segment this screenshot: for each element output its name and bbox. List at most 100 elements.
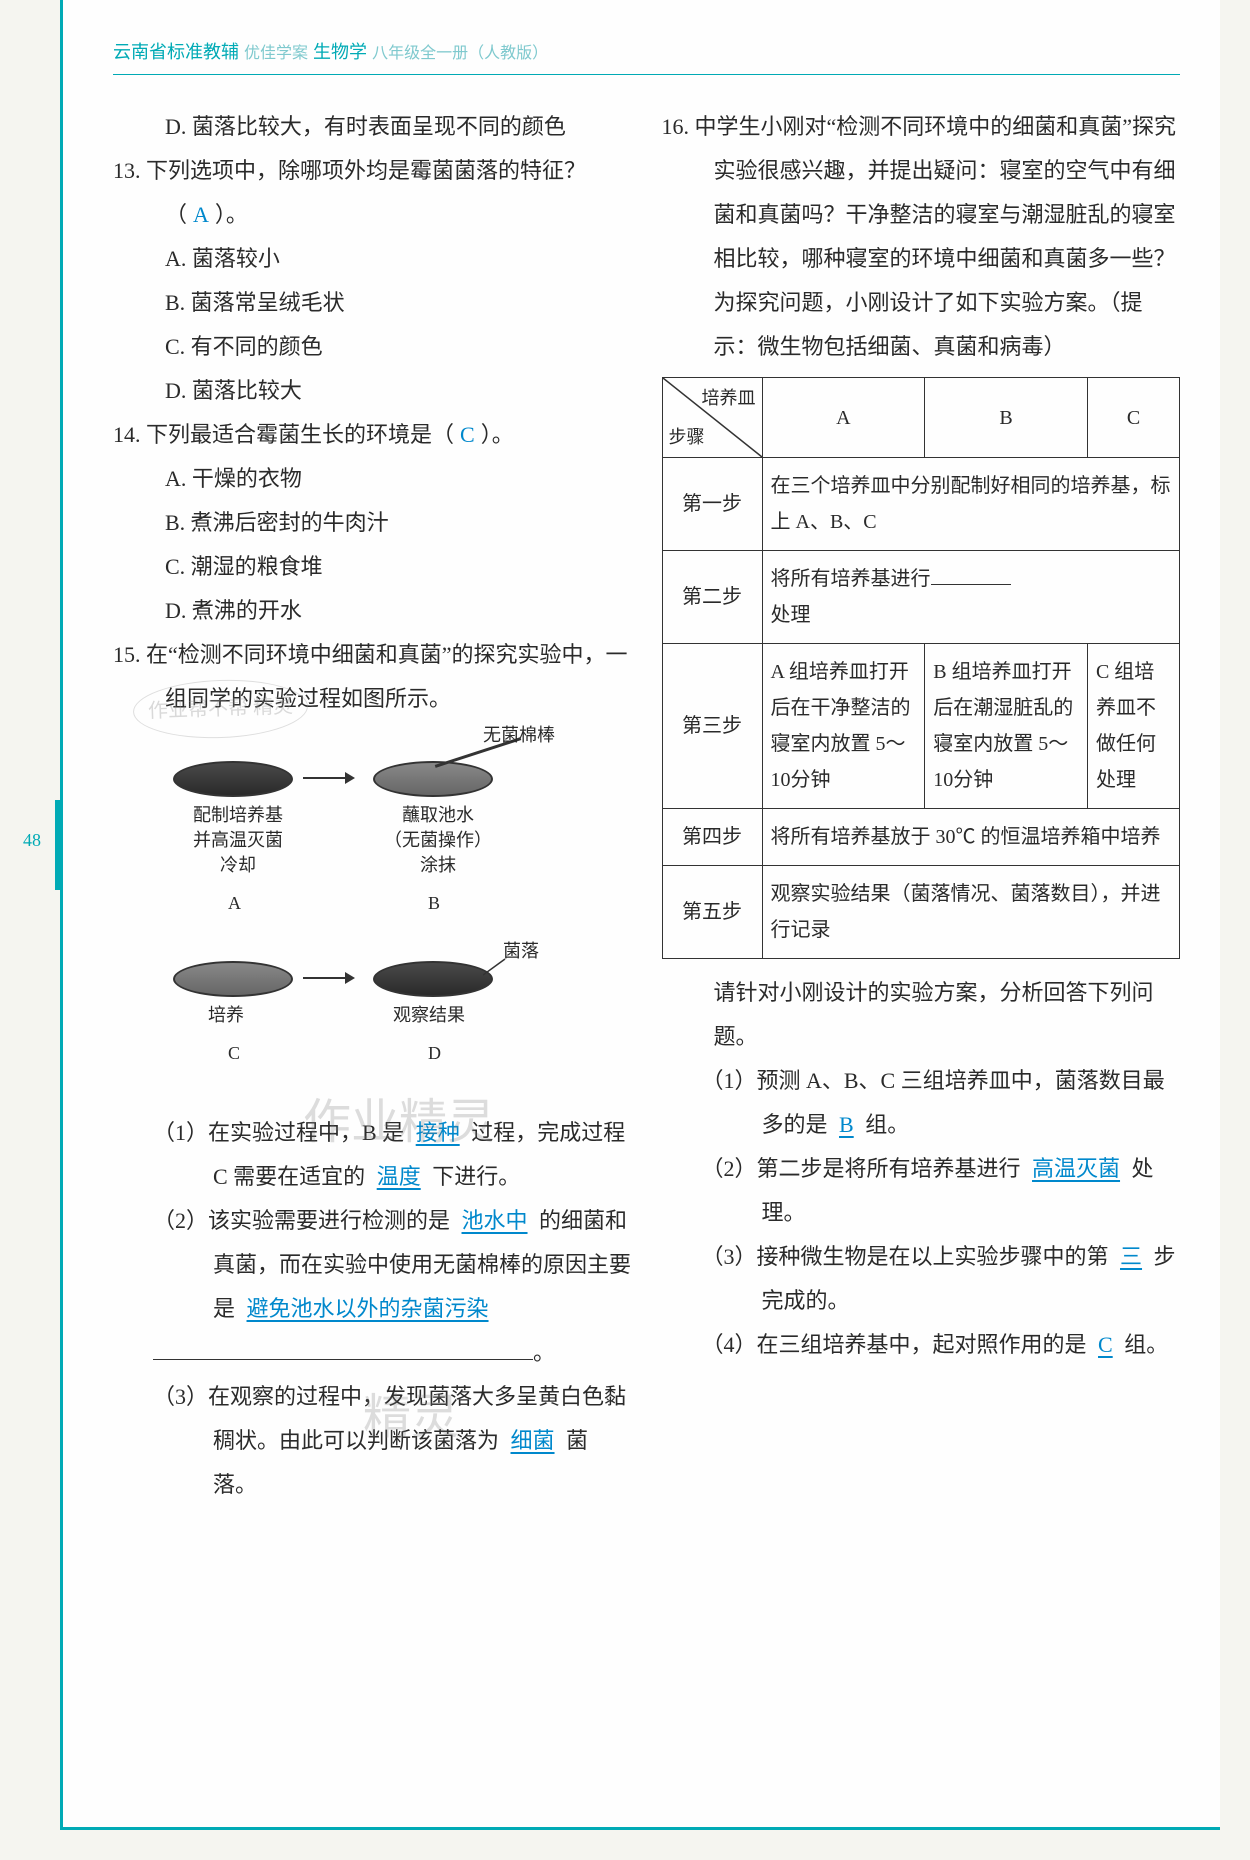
step3-label: 第三步 — [662, 644, 762, 809]
q15-3-ans: 细菌 — [505, 1428, 561, 1453]
step5-content: 观察实验结果（菌落情况、菌落数目），并进行记录 — [762, 866, 1180, 959]
q16-sub1: （1）预测 A、B、C 三组培养皿中，菌落数目最多的是 B 组。 — [662, 1059, 1181, 1147]
q16-3-ans: 三 — [1114, 1244, 1148, 1269]
q14-stem-b: ）。 — [481, 422, 514, 447]
q12-option-d: D. 菌落比较大，有时表面呈现不同的颜色 — [113, 105, 632, 149]
step1-content: 在三个培养皿中分别配制好相同的培养基，标上 A、B、C — [762, 458, 1180, 551]
q16-after: 请针对小刚设计的实验方案，分析回答下列问题。 — [662, 971, 1181, 1059]
q14-answer: C — [454, 422, 481, 447]
q15-sub2: （2）该实验需要进行检测的是 池水中 的细菌和真菌，而在实验中使用无菌棉棒的原因… — [113, 1199, 632, 1331]
table-row: 第三步 A 组培养皿打开后在干净整洁的寝室内放置 5～10分钟 B 组培养皿打开… — [662, 644, 1180, 809]
q14-c: C. 潮湿的粮食堆 — [113, 545, 632, 589]
q13-b: B. 菌落常呈绒毛状 — [113, 281, 632, 325]
q15-1c: 下进行。 — [432, 1164, 520, 1189]
table-header-row: 培养皿 步骤 A B C — [662, 378, 1180, 458]
q16-sub4: （4）在三组培养基中，起对照作用的是 C 组。 — [662, 1323, 1181, 1367]
page: 48 云南省标准教辅 优佳学案 生物学 八年级全一册（人教版） D. 菌落比较大… — [60, 0, 1220, 1830]
step2-content: 将所有培养基进行 处理 — [762, 551, 1180, 644]
side-tab — [55, 800, 63, 890]
diagram2-right-caption: 观察结果 — [393, 1003, 465, 1028]
step3-a: A 组培养皿打开后在干净整洁的寝室内放置 5～10分钟 — [762, 644, 925, 809]
diagram2-left-caption: 培养 — [208, 1003, 244, 1028]
q16-4-ans: C — [1092, 1332, 1119, 1357]
left-column: D. 菌落比较大，有时表面呈现不同的颜色 13. 下列选项中，除哪项外均是霉菌菌… — [113, 105, 632, 1507]
step3-b: B 组培养皿打开后在潮湿脏乱的寝室内放置 5～10分钟 — [925, 644, 1088, 809]
two-column-layout: D. 菌落比较大，有时表面呈现不同的颜色 13. 下列选项中，除哪项外均是霉菌菌… — [113, 105, 1180, 1507]
swab-label: 无菌棉棒 — [483, 723, 555, 748]
petri-dish-icon — [373, 961, 493, 997]
experiment-table: 培养皿 步骤 A B C 第一步 在三个培养皿中分别配制好相同的培养基，标上 A… — [662, 377, 1181, 959]
q16-sub2: （2）第二步是将所有培养基进行 高温灭菌 处理。 — [662, 1147, 1181, 1235]
q15-1a: （1）在实验过程中，B 是 — [153, 1120, 404, 1145]
table-row: 第四步 将所有培养基放于 30℃ 的恒温培养箱中培养 — [662, 809, 1180, 866]
step4-label: 第四步 — [662, 809, 762, 866]
diagram1-b: B — [428, 891, 440, 916]
q15-2-ans1: 池水中 — [456, 1208, 534, 1233]
q14-stem: 14. 下列最适合霉菌生长的环境是（C）。 — [113, 413, 632, 457]
q16-1-ans: B — [833, 1112, 860, 1137]
q16-4b: 组。 — [1124, 1332, 1168, 1357]
header-province: 云南省标准教辅 — [113, 42, 239, 62]
step4-content: 将所有培养基放于 30℃ 的恒温培养箱中培养 — [762, 809, 1180, 866]
q14-stem-a: 14. 下列最适合霉菌生长的环境是（ — [113, 422, 454, 447]
q14-b: B. 煮沸后密封的牛肉汁 — [113, 501, 632, 545]
q15-sub2-line: 。 — [113, 1331, 632, 1375]
q16-stem: 16. 中学生小刚对“检测不同环境中的细菌和真菌”探究实验很感兴趣，并提出疑问：… — [662, 105, 1181, 369]
q16-4a: （4）在三组培养基中，起对照作用的是 — [702, 1332, 1087, 1357]
table-row: 第二步 将所有培养基进行 处理 — [662, 551, 1180, 644]
q16-1b: 组。 — [865, 1112, 909, 1137]
q13-a: A. 菌落较小 — [113, 237, 632, 281]
step5-label: 第五步 — [662, 866, 762, 959]
diagram1-right-caption: 蘸取池水 （无菌操作） 涂抹 — [363, 803, 513, 879]
diag-top: 培养皿 — [702, 382, 756, 414]
q13-answer: A — [187, 202, 215, 227]
diagram2-d: D — [428, 1041, 441, 1066]
q15-diagram-1: 无菌棉棒 配制培养基 并高温灭菌 冷却 蘸取池水 （无菌操作） 涂抹 A B — [153, 731, 632, 921]
header-subject: 生物学 — [313, 42, 367, 62]
petri-dish-icon — [173, 961, 293, 997]
q13-d: D. 菌落比较大 — [113, 369, 632, 413]
header-grade: 八年级全一册（人教版） — [372, 45, 548, 62]
petri-dish-icon — [173, 761, 293, 797]
q15-2-ans2: 避免池水以外的杂菌污染 — [241, 1296, 495, 1321]
q16-3a: （3）接种微生物是在以上实验步骤中的第 — [702, 1244, 1109, 1269]
step2-label: 第二步 — [662, 551, 762, 644]
q15-1-ans2: 温度 — [371, 1164, 427, 1189]
q13-stem-b: ）。 — [215, 202, 248, 227]
step3-c: C 组培养皿不做任何处理 — [1087, 644, 1179, 809]
diag-bot: 步骤 — [669, 421, 705, 453]
col-b: B — [925, 378, 1088, 458]
col-a: A — [762, 378, 925, 458]
q16-2a: （2）第二步是将所有培养基进行 — [702, 1156, 1021, 1181]
q15-2-period: 。 — [533, 1340, 555, 1365]
q16-sub3: （3）接种微生物是在以上实验步骤中的第 三 步完成的。 — [662, 1235, 1181, 1323]
pointer-line-icon — [483, 957, 513, 977]
q13-c: C. 有不同的颜色 — [113, 325, 632, 369]
q13-stem: 13. 下列选项中，除哪项外均是霉菌菌落的特征？（A）。 — [113, 149, 632, 237]
right-column: 16. 中学生小刚对“检测不同环境中的细菌和真菌”探究实验很感兴趣，并提出疑问：… — [662, 105, 1181, 1507]
q13-stem-a: 13. 下列选项中，除哪项外均是霉菌菌落的特征？（ — [113, 158, 586, 227]
diagram1-left-caption: 配制培养基 并高温灭菌 冷却 — [163, 803, 313, 879]
q15-sub1: （1）在实验过程中，B 是 接种 过程，完成过程 C 需要在适宜的 温度 下进行… — [113, 1111, 632, 1199]
q15-diagram-2: 菌落 培养 观察结果 C D — [153, 931, 632, 1101]
table-row: 第五步 观察实验结果（菌落情况、菌落数目），并进行记录 — [662, 866, 1180, 959]
table-row: 第一步 在三个培养皿中分别配制好相同的培养基，标上 A、B、C — [662, 458, 1180, 551]
header-series: 优佳学案 — [244, 45, 308, 62]
header-bar: 云南省标准教辅 优佳学案 生物学 八年级全一册（人教版） — [113, 30, 1180, 75]
q15-2a: （2）该实验需要进行检测的是 — [153, 1208, 450, 1233]
step2-b: 处理 — [771, 604, 811, 626]
step1-label: 第一步 — [662, 458, 762, 551]
q16-2-ans: 高温灭菌 — [1026, 1156, 1126, 1181]
diagram1-a: A — [228, 891, 241, 916]
q15-1-ans1: 接种 — [410, 1120, 466, 1145]
q14-d: D. 煮沸的开水 — [113, 589, 632, 633]
step2-a: 将所有培养基进行 — [771, 568, 931, 590]
q16-1a: （1）预测 A、B、C 三组培养皿中，菌落数目最多的是 — [702, 1068, 1165, 1137]
petri-dish-icon — [373, 761, 493, 797]
diagonal-header: 培养皿 步骤 — [662, 378, 762, 458]
q14-a: A. 干燥的衣物 — [113, 457, 632, 501]
page-number: 48 — [23, 830, 41, 851]
arrow-icon — [303, 777, 353, 779]
q15-sub3: （3）在观察的过程中，发现菌落大多呈黄白色黏稠状。由此可以判断该菌落为 细菌 菌… — [113, 1375, 632, 1507]
col-c: C — [1087, 378, 1179, 458]
